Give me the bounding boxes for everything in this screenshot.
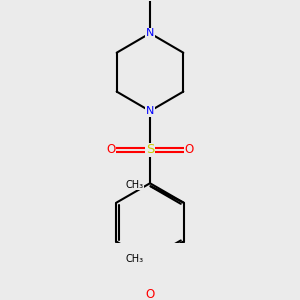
Text: N: N	[146, 106, 154, 116]
Text: N: N	[146, 28, 154, 38]
Text: O: O	[184, 143, 194, 156]
Text: O: O	[106, 143, 116, 156]
Text: S: S	[146, 143, 154, 156]
Text: CH₃: CH₃	[126, 254, 144, 265]
Text: CH₃: CH₃	[126, 180, 144, 190]
Text: O: O	[146, 288, 154, 300]
